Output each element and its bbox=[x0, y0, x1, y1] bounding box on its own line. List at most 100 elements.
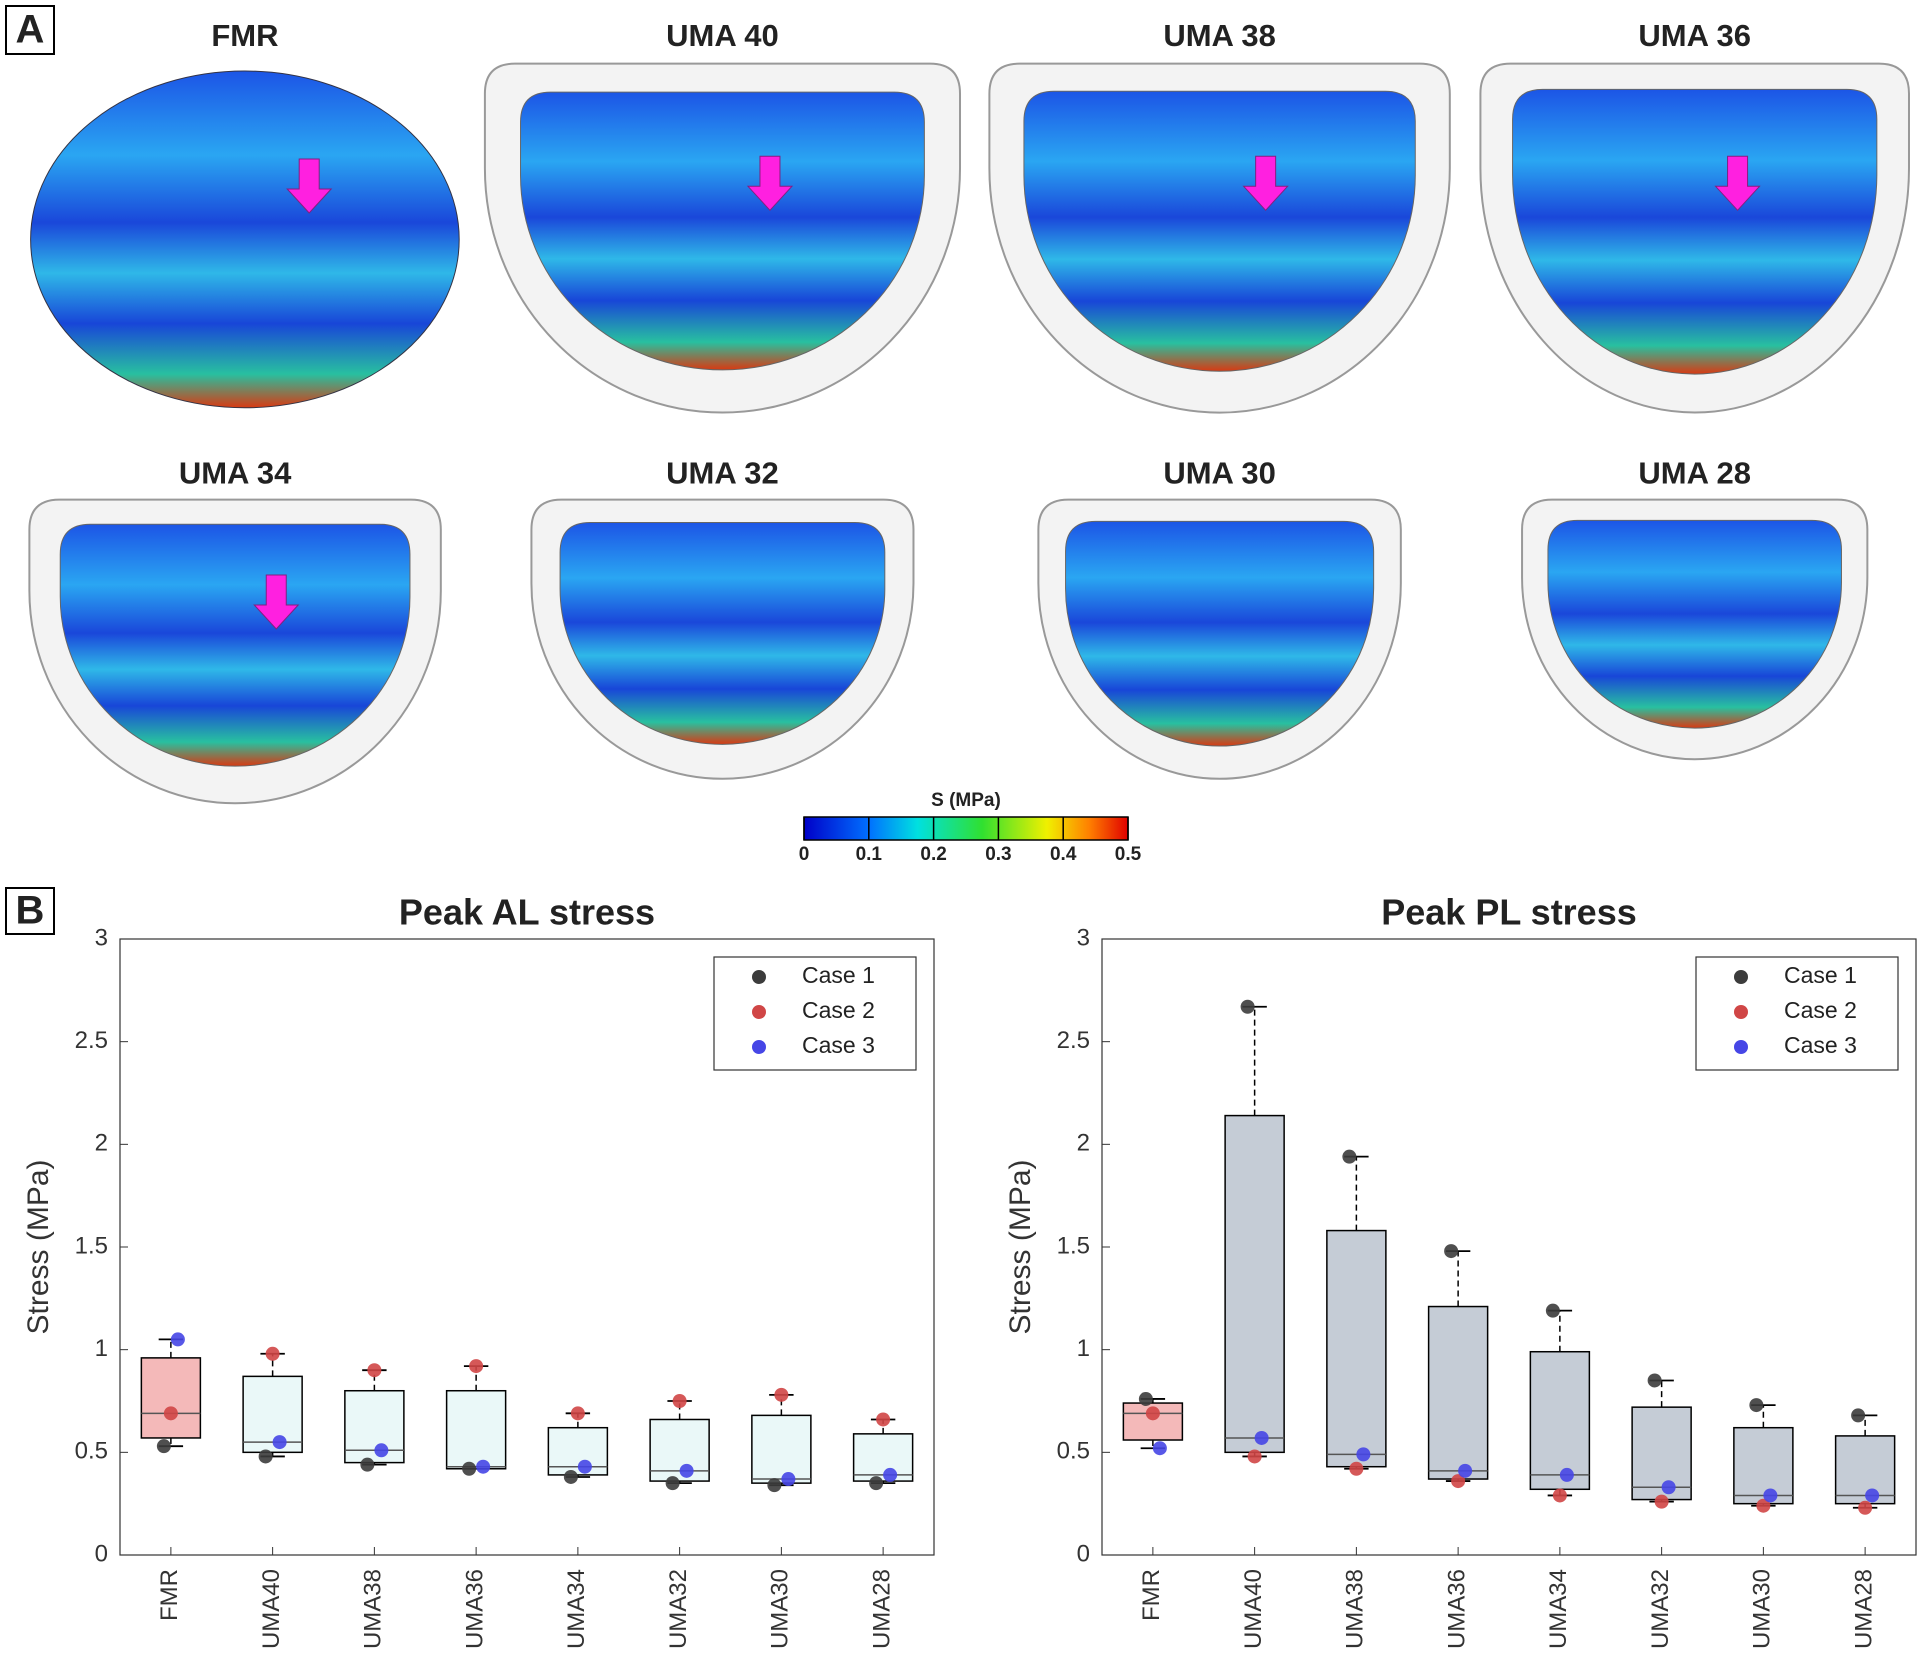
data-point bbox=[1865, 1488, 1880, 1503]
x-tick-label: UMA40 bbox=[1240, 1569, 1267, 1649]
data-point bbox=[876, 1412, 891, 1427]
y-tick-label: 0.5 bbox=[75, 1438, 108, 1465]
data-point bbox=[1749, 1398, 1764, 1413]
x-tick-label: FMR bbox=[1138, 1569, 1165, 1621]
data-point bbox=[469, 1359, 484, 1374]
y-tick-label: 2 bbox=[95, 1130, 108, 1157]
colorbar-tick-label: 0 bbox=[799, 844, 810, 865]
x-tick-label: UMA32 bbox=[1647, 1569, 1674, 1649]
data-point bbox=[883, 1467, 898, 1482]
legend-marker bbox=[1734, 970, 1748, 984]
arrow bbox=[253, 574, 300, 630]
x-tick-label: UMA38 bbox=[360, 1569, 387, 1649]
panel-label-box bbox=[5, 887, 55, 935]
arrow bbox=[746, 155, 794, 212]
data-point bbox=[1647, 1373, 1662, 1388]
stress-map bbox=[1547, 519, 1842, 729]
data-point bbox=[767, 1478, 782, 1493]
data-point bbox=[1444, 1244, 1459, 1259]
legend-marker bbox=[752, 1040, 766, 1054]
colorbar-tick-label: 0.1 bbox=[856, 844, 883, 865]
box bbox=[242, 1375, 303, 1454]
chart-title: Peak AL stress bbox=[399, 892, 655, 933]
data-point bbox=[1654, 1494, 1669, 1509]
legend-label: Case 3 bbox=[1784, 1032, 1857, 1058]
stress-map bbox=[30, 70, 460, 409]
box bbox=[751, 1414, 812, 1484]
box bbox=[1427, 1305, 1489, 1480]
stress-map bbox=[1065, 520, 1375, 746]
data-point bbox=[360, 1457, 375, 1472]
data-point bbox=[1152, 1441, 1167, 1456]
data-point bbox=[563, 1469, 578, 1484]
legend bbox=[1695, 956, 1899, 1071]
stress-map bbox=[559, 522, 886, 745]
x-tick-label: UMA36 bbox=[461, 1569, 488, 1649]
y-tick-label: 2.5 bbox=[75, 1027, 108, 1054]
arrow bbox=[1714, 155, 1761, 212]
y-tick-label: 1.5 bbox=[1057, 1232, 1090, 1259]
data-point bbox=[272, 1435, 287, 1450]
data-point bbox=[156, 1439, 171, 1454]
legend-label: Case 1 bbox=[1784, 962, 1857, 988]
arrow bbox=[286, 158, 333, 214]
map-title: UMA 40 bbox=[666, 18, 779, 53]
colorbar bbox=[803, 816, 1129, 841]
y-axis-label: Stress (MPa) bbox=[1004, 1159, 1037, 1334]
colorbar-label: S (MPa) bbox=[931, 790, 1001, 811]
data-point bbox=[367, 1363, 382, 1378]
y-tick-label: 2.5 bbox=[1057, 1027, 1090, 1054]
legend-label: Case 2 bbox=[1784, 997, 1857, 1023]
box bbox=[1529, 1350, 1591, 1491]
x-tick-label: UMA28 bbox=[868, 1569, 895, 1649]
data-point bbox=[1356, 1447, 1371, 1462]
stress-map bbox=[59, 523, 411, 767]
colorbar-tick-label: 0.4 bbox=[1050, 844, 1077, 865]
map-title: UMA 30 bbox=[1163, 455, 1276, 490]
x-tick-label: UMA38 bbox=[1342, 1569, 1369, 1649]
data-point bbox=[265, 1346, 280, 1361]
data-point bbox=[1545, 1303, 1560, 1318]
colorbar-tick-label: 0.2 bbox=[920, 844, 946, 865]
legend-marker bbox=[752, 970, 766, 984]
chart-title: Peak PL stress bbox=[1381, 892, 1637, 933]
data-point bbox=[170, 1332, 185, 1347]
box bbox=[1733, 1426, 1794, 1505]
panel-label: B bbox=[16, 889, 45, 933]
data-point bbox=[1138, 1391, 1153, 1406]
data-point bbox=[1247, 1449, 1262, 1464]
box bbox=[1834, 1435, 1896, 1505]
data-point bbox=[1458, 1463, 1473, 1478]
data-point bbox=[781, 1472, 796, 1487]
data-point bbox=[1552, 1488, 1567, 1503]
y-tick-label: 0 bbox=[95, 1540, 108, 1567]
box bbox=[852, 1433, 914, 1482]
legend-label: Case 2 bbox=[802, 997, 875, 1023]
y-tick-label: 3 bbox=[95, 924, 108, 951]
y-tick-label: 3 bbox=[1077, 924, 1090, 951]
x-tick-label: UMA30 bbox=[1749, 1569, 1776, 1649]
data-point bbox=[570, 1406, 585, 1421]
data-point bbox=[577, 1459, 592, 1474]
y-tick-label: 0 bbox=[1077, 1540, 1090, 1567]
data-point bbox=[258, 1449, 273, 1464]
box bbox=[1326, 1229, 1387, 1468]
x-tick-label: UMA30 bbox=[767, 1569, 794, 1649]
x-tick-label: UMA34 bbox=[563, 1569, 590, 1649]
map-title: FMR bbox=[211, 18, 278, 53]
box bbox=[1224, 1114, 1285, 1454]
map-title: UMA 34 bbox=[179, 455, 292, 490]
legend-label: Case 1 bbox=[802, 962, 875, 988]
legend-marker bbox=[1734, 1040, 1748, 1054]
data-point bbox=[374, 1443, 389, 1458]
map-title: UMA 32 bbox=[666, 455, 779, 490]
data-point bbox=[1240, 999, 1255, 1014]
box bbox=[344, 1389, 405, 1464]
data-point bbox=[462, 1461, 477, 1476]
y-tick-label: 1.5 bbox=[75, 1232, 108, 1259]
legend-marker bbox=[1734, 1005, 1748, 1019]
data-point bbox=[665, 1476, 680, 1491]
data-point bbox=[1145, 1406, 1160, 1421]
legend bbox=[713, 956, 917, 1071]
data-point bbox=[869, 1476, 884, 1491]
